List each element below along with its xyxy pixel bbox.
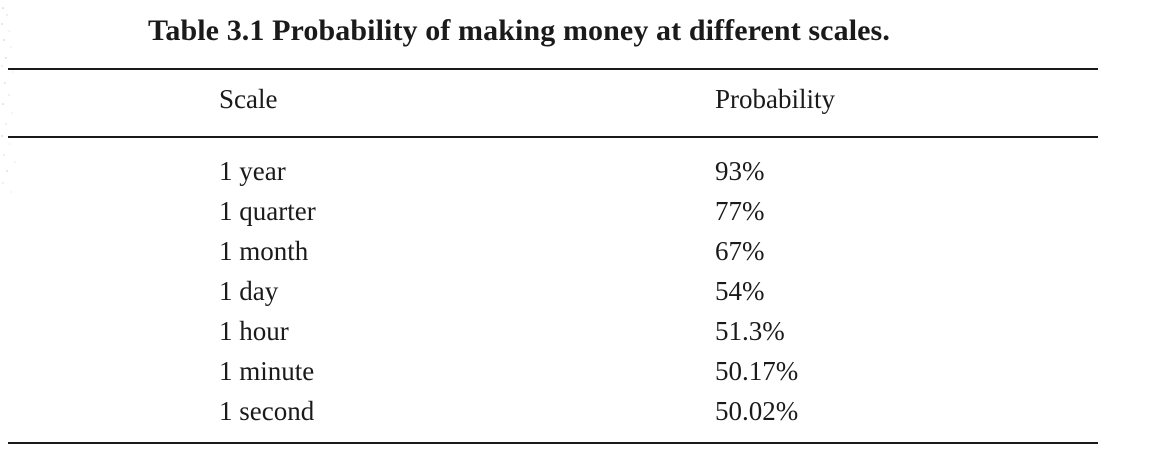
top-rule (8, 68, 1098, 70)
probability-cell: 50.02% (715, 396, 799, 426)
scale-cell: 1 quarter (219, 196, 316, 226)
scale-cell: 1 year (219, 156, 286, 186)
table-body: 1 year 93% 1 quarter 77% 1 month 67% 1 d… (0, 154, 1151, 434)
table-row: 1 second 50.02% (0, 394, 1151, 434)
header-rule (8, 136, 1098, 138)
table-row: 1 quarter 77% (0, 194, 1151, 234)
table-row: 1 year 93% (0, 154, 1151, 194)
column-header-scale: Scale (219, 84, 278, 114)
table-row: 1 hour 51.3% (0, 314, 1151, 354)
probability-cell: 77% (715, 196, 765, 226)
table-row: 1 day 54% (0, 274, 1151, 314)
bottom-rule (8, 442, 1098, 444)
scale-cell: 1 month (219, 236, 309, 266)
probability-cell: 93% (715, 156, 765, 186)
probability-cell: 54% (715, 276, 765, 306)
scale-cell: 1 second (219, 396, 315, 426)
scale-cell: 1 minute (219, 356, 315, 386)
scale-cell: 1 hour (219, 316, 289, 346)
probability-cell: 50.17% (715, 356, 799, 386)
table-caption: Table 3.1 Probability of making money at… (148, 14, 890, 47)
probability-cell: 67% (715, 236, 765, 266)
table-row: 1 minute 50.17% (0, 354, 1151, 394)
probability-cell: 51.3% (715, 316, 785, 346)
table-row: 1 month 67% (0, 234, 1151, 274)
scale-cell: 1 day (219, 276, 279, 306)
column-header-probability: Probability (715, 84, 835, 114)
